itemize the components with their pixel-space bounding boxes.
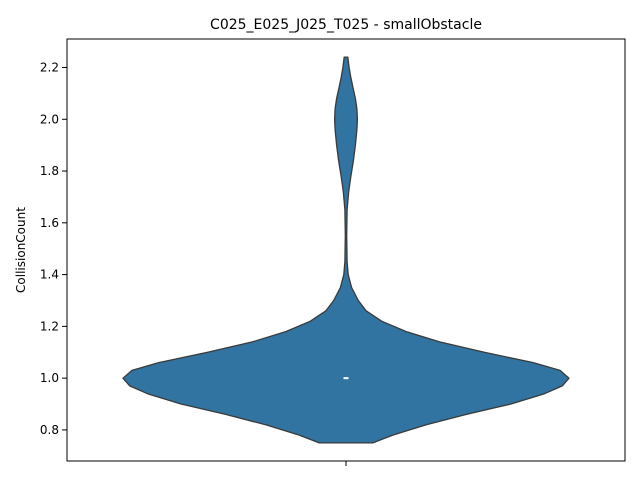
y-tick-label: 1.6 (40, 216, 59, 230)
violin-body (122, 56, 570, 444)
y-tick-label: 1.4 (40, 268, 59, 282)
violin-layer (122, 56, 570, 444)
y-axis: 0.8 1.0 1.2 1.4 1.6 1.8 2.0 2.2 (40, 60, 67, 437)
y-tick-label: 1.8 (40, 164, 59, 178)
y-tick-label: 2.0 (40, 112, 59, 126)
y-axis-label: CollisionCount (14, 207, 28, 293)
y-tick-label: 2.2 (40, 60, 59, 74)
y-tick-label: 1.2 (40, 319, 59, 333)
y-tick-label: 1.0 (40, 371, 59, 385)
chart-title: C025_E025_J025_T025 - smallObstacle (210, 17, 482, 33)
y-tick-label: 0.8 (40, 423, 59, 437)
